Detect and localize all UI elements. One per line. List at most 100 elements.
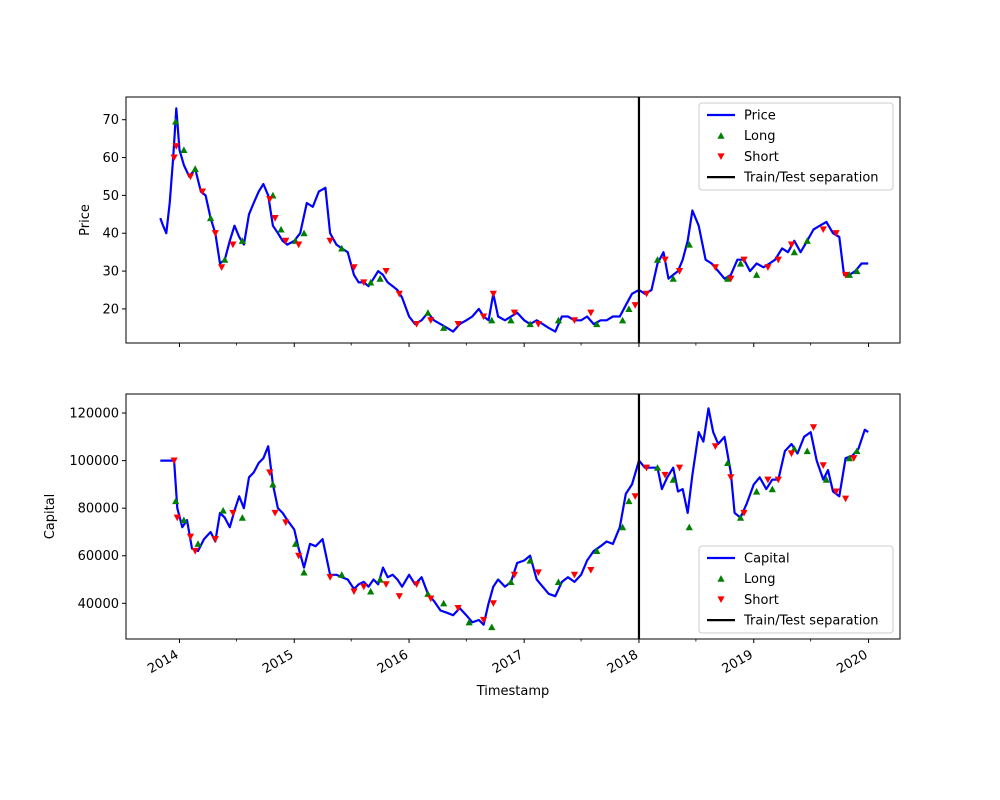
capital-short-marker-21 [534,569,542,576]
capital-short-marker-9 [295,552,303,560]
price-short-marker-21 [510,309,519,317]
price-long-marker-17 [526,320,534,328]
price-short-marker-31 [740,256,748,264]
capital-short-marker-31 [764,476,772,484]
price-ytick-label-1: 30 [102,265,119,280]
capital-long-marker-4 [238,514,246,521]
capital-short-marker-26 [661,471,669,479]
capital-short-marker-30 [740,509,748,517]
capital-short-marker-33 [787,450,796,458]
price-short-marker-29 [711,264,719,271]
price-short-marker-22 [534,321,542,328]
price-axes-frame [125,96,901,344]
price-legend: Price Long Short Train/Test separation [698,102,894,191]
price-legend-box [698,102,894,191]
capital-long-marker-15 [507,578,515,585]
price-long-marker-25 [724,275,732,282]
price-long-marker-5 [238,237,246,244]
price-short-marker-20 [489,290,497,298]
price-short-marker-34 [787,241,796,249]
price-line [159,107,869,333]
price-short-marker-5 [218,264,226,271]
price-short-marker-8 [271,215,279,222]
price-short-marker-37 [841,271,850,279]
capital-short-marker-36 [832,488,840,496]
price-long-marker-16 [507,316,515,324]
capital-ytick-label-2: 80000 [78,502,119,517]
capital-long-marker-22 [669,476,677,483]
capital-short-marker-1 [173,514,181,522]
capital-long-marker-2 [194,540,202,547]
price-short-marker-36 [832,230,840,237]
price-legend-label-0: Price [744,109,776,124]
price-legend-handle-short [717,153,725,160]
capital-long-marker-28 [790,445,798,452]
price-long-marker-26 [736,259,745,267]
capital-axes-frame [125,393,901,640]
capital-long-marker-10 [376,575,384,583]
capital-legend-label-1: Long [744,572,775,587]
price-long-marker-4 [221,256,229,263]
capital-long-marker-3 [219,506,227,514]
price-short-marker-30 [727,275,735,283]
capital-short-marker-4 [211,536,219,543]
capital-long-marker-11 [424,590,432,597]
capital-long-marker-1 [180,516,188,524]
capital-short-marker-37 [841,495,850,503]
capital-legend-label-0: Capital [744,552,790,567]
price-short-marker-35 [819,226,827,234]
capital-ytick-label-3: 100000 [69,454,119,469]
price-short-marker-25 [631,302,639,309]
capital-short-marker-19 [489,600,497,607]
price-short-marker-3 [198,188,207,196]
price-short-marker-19 [479,313,488,321]
price-short-marker-26 [642,290,651,298]
price-long-marker-22 [653,256,662,263]
capital-long-marker-19 [619,523,627,531]
price-short-marker-17 [427,317,435,324]
capital-short-marker-25 [642,464,651,472]
capital-long-marker-7 [300,568,308,576]
price-legend-label-3: Train/Test separation [743,171,879,186]
capital-short-marker-14 [395,593,403,600]
price-plot-area [159,107,869,333]
price-short-marker-27 [661,256,669,264]
capital-long-marker-26 [752,487,761,495]
capital-short-marker-8 [282,519,290,527]
price-long-marker-13 [424,309,432,316]
price-long-marker-20 [619,316,627,324]
price-long-marker-21 [625,305,633,312]
capital-short-marker-35 [819,462,827,469]
price-short-marker-24 [587,309,595,317]
price-short-marker-4 [211,230,219,237]
capital-long-marker-12 [440,599,448,607]
capital-long-marker-5 [269,480,277,488]
capital-legend-label-3: Train/Test separation [743,614,879,629]
capital-short-marker-18 [479,616,488,624]
capital-short-marker-2 [186,533,195,541]
price-short-marker-14 [382,268,390,275]
price-long-marker-3 [207,214,215,222]
capital-long-marker-27 [768,485,776,493]
price-short-marker-2 [186,173,195,181]
capital-long-marker-29 [803,447,811,455]
capital-short-marker-32 [774,476,782,484]
price-short-marker-16 [413,321,421,328]
capital-short-marker-27 [675,464,684,472]
price-long-marker-10 [338,244,346,252]
price-short-marker-18 [454,321,462,328]
capital-short-marker-34 [809,424,818,431]
price-short-marker-1 [172,143,180,150]
capital-short-marker-16 [427,595,435,603]
price-short-marker-13 [360,279,368,287]
capital-long-marker-30 [822,476,831,483]
capital-short-marker-17 [454,605,462,612]
price-long-marker-2 [191,165,199,172]
capital-long-marker-18 [593,547,601,555]
price-ytick-label-3: 50 [102,189,119,204]
price-short-marker-0 [170,154,178,162]
capital-long-marker-20 [625,497,633,505]
capital-long-marker-24 [724,459,732,467]
